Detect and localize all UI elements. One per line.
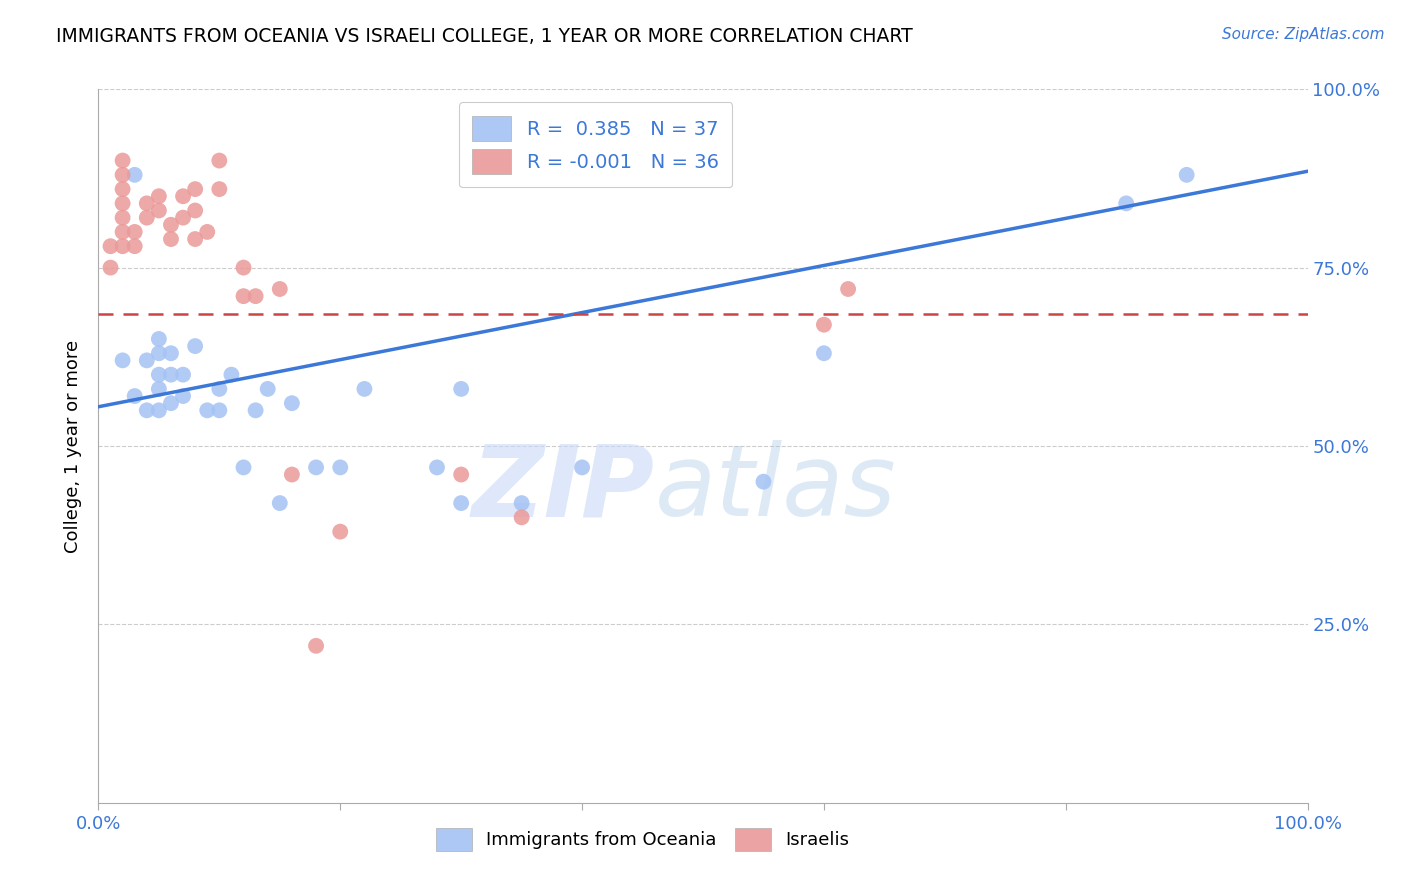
Point <box>208 182 231 196</box>
Point <box>184 182 207 196</box>
Point <box>208 403 231 417</box>
Point <box>135 353 157 368</box>
Point <box>426 460 449 475</box>
Point <box>571 460 593 475</box>
Point <box>245 289 267 303</box>
Point <box>172 189 194 203</box>
Legend: Immigrants from Oceania, Israelis: Immigrants from Oceania, Israelis <box>429 821 856 858</box>
Point <box>813 346 835 360</box>
Point <box>208 382 231 396</box>
Point <box>124 168 146 182</box>
Point <box>135 196 157 211</box>
Point <box>111 239 134 253</box>
Point <box>837 282 859 296</box>
Point <box>172 368 194 382</box>
Text: ZIP: ZIP <box>471 441 655 537</box>
Text: atlas: atlas <box>655 441 896 537</box>
Y-axis label: College, 1 year or more: College, 1 year or more <box>65 340 83 552</box>
Point <box>111 225 134 239</box>
Point <box>148 368 170 382</box>
Point <box>100 239 122 253</box>
Point <box>124 239 146 253</box>
Point <box>148 346 170 360</box>
Point <box>221 368 243 382</box>
Point <box>305 639 328 653</box>
Point <box>111 353 134 368</box>
Point <box>232 460 254 475</box>
Point <box>305 460 328 475</box>
Point <box>135 403 157 417</box>
Point <box>148 332 170 346</box>
Point <box>510 510 533 524</box>
Point <box>160 218 183 232</box>
Point <box>752 475 775 489</box>
Point <box>1175 168 1198 182</box>
Point <box>281 467 304 482</box>
Point <box>184 339 207 353</box>
Point <box>148 203 170 218</box>
Point <box>111 153 134 168</box>
Point <box>1115 196 1137 211</box>
Point <box>329 460 352 475</box>
Point <box>353 382 375 396</box>
Point <box>100 260 122 275</box>
Text: IMMIGRANTS FROM OCEANIA VS ISRAELI COLLEGE, 1 YEAR OR MORE CORRELATION CHART: IMMIGRANTS FROM OCEANIA VS ISRAELI COLLE… <box>56 27 912 45</box>
Point <box>269 282 291 296</box>
Point <box>160 346 183 360</box>
Point <box>160 368 183 382</box>
Point <box>208 153 231 168</box>
Point <box>450 382 472 396</box>
Text: Source: ZipAtlas.com: Source: ZipAtlas.com <box>1222 27 1385 42</box>
Point <box>281 396 304 410</box>
Point <box>450 496 472 510</box>
Point <box>124 225 146 239</box>
Point <box>148 403 170 417</box>
Point <box>148 189 170 203</box>
Point <box>184 203 207 218</box>
Point <box>111 182 134 196</box>
Point <box>160 232 183 246</box>
Point <box>256 382 278 396</box>
Point <box>232 289 254 303</box>
Point <box>111 211 134 225</box>
Point <box>148 382 170 396</box>
Point <box>172 211 194 225</box>
Point <box>111 168 134 182</box>
Point <box>160 396 183 410</box>
Point <box>184 232 207 246</box>
Point <box>195 403 218 417</box>
Point <box>269 496 291 510</box>
Point <box>111 196 134 211</box>
Point <box>245 403 267 417</box>
Point <box>195 225 218 239</box>
Point <box>510 496 533 510</box>
Point <box>329 524 352 539</box>
Point <box>813 318 835 332</box>
Point <box>135 211 157 225</box>
Point <box>450 467 472 482</box>
Point <box>172 389 194 403</box>
Point <box>124 389 146 403</box>
Point <box>232 260 254 275</box>
